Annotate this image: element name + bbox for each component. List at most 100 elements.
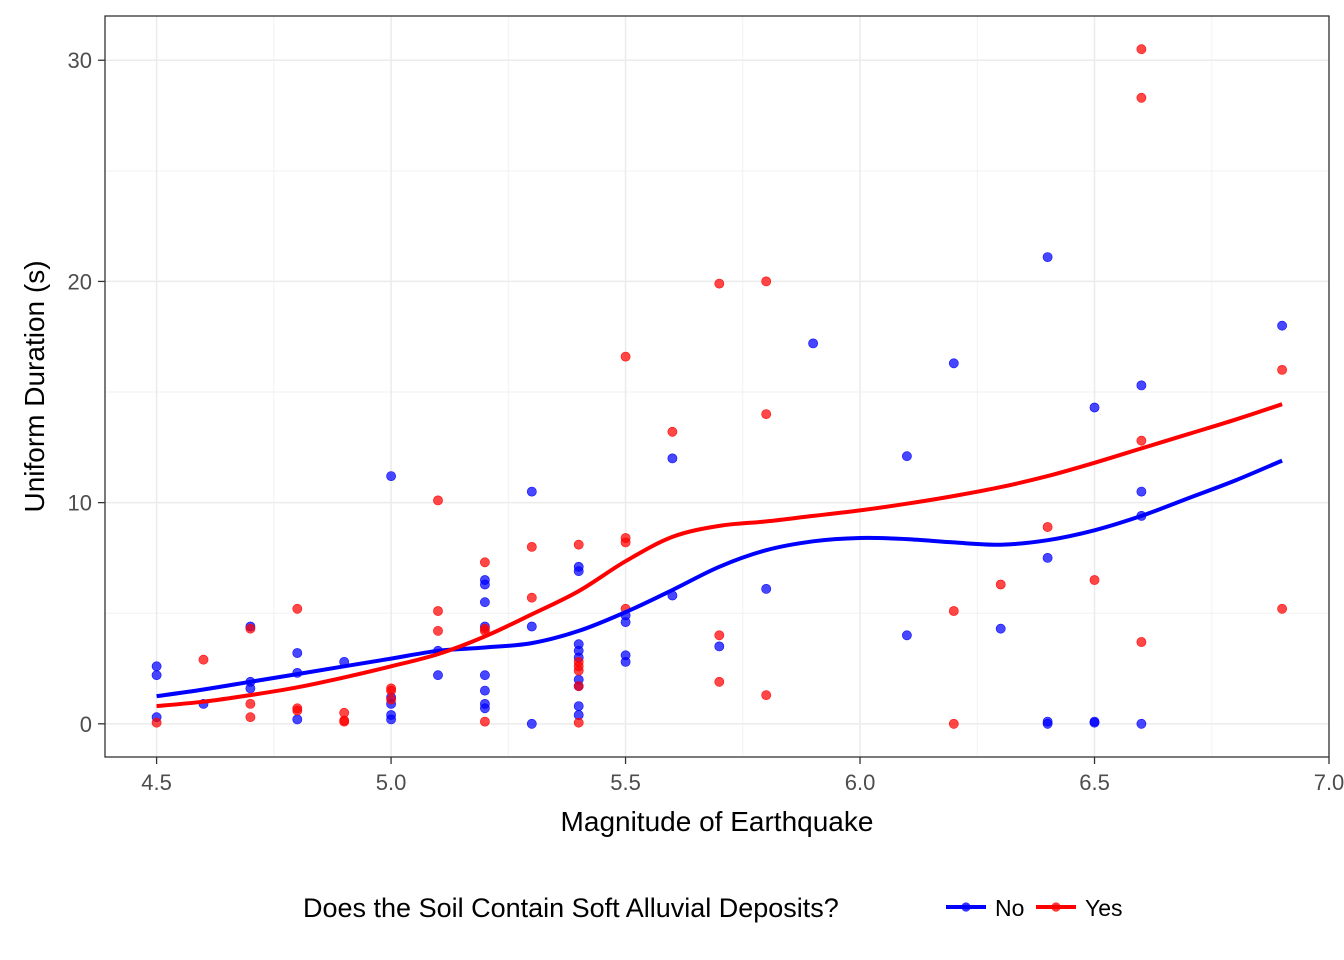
x-tick-label: 5.5 [610,770,641,795]
data-point-no [1136,486,1147,497]
data-point-yes [573,717,584,728]
x-tick-label: 6.5 [1079,770,1110,795]
x-tick-label: 4.5 [141,770,172,795]
data-point-no [292,714,303,725]
grid [105,16,1330,757]
data-point-yes [526,592,537,603]
data-point-no [573,566,584,577]
data-point-yes [292,705,303,716]
data-point-yes [479,716,490,727]
data-point-yes [339,715,350,726]
legend-label-no: No [995,895,1024,921]
data-point-no [479,597,490,608]
data-point-yes [948,606,959,616]
data-point-yes [573,681,584,692]
data-point-no [620,617,631,627]
y-tick-label: 20 [68,269,92,294]
data-point-no [808,338,818,349]
panel-border [104,15,1330,758]
smooth-line-no [156,458,1283,699]
legend-key-point-yes [1051,902,1061,912]
data-point-no [1277,320,1287,331]
data-point-no [479,685,490,696]
data-point-yes [433,626,443,636]
data-point-yes [151,717,162,728]
x-tick-label: 5.0 [376,770,407,795]
data-point-yes [714,278,725,289]
data-point-no [1089,717,1100,728]
data-point-yes [1277,364,1287,375]
data-point-yes [995,579,1006,590]
data-point-yes [1089,575,1100,585]
data-point-yes [1136,92,1147,103]
data-point-yes [1136,637,1147,647]
data-point-yes [198,654,209,665]
axes: 4.5 5.0 5.5 6.0 6.5 7.0 0 10 20 30 [68,48,1344,795]
data-point-no [292,648,303,658]
data-point-yes [245,712,256,723]
data-point-yes [714,630,725,641]
y-tick-label: 30 [68,48,92,73]
data-point-no [1042,252,1053,262]
legend-key-point-no [961,902,971,912]
data-point-no [386,714,396,725]
data-point-yes [761,409,772,419]
data-point-no [714,641,725,652]
y-tick-label: 0 [80,712,92,737]
data-point-no [479,670,490,681]
data-point-yes [573,665,584,676]
data-point-yes [1277,603,1287,614]
data-point-yes [245,623,256,634]
data-point-yes [948,718,959,729]
data-point-yes [386,694,396,705]
data-point-yes [667,426,678,437]
data-point-yes [714,676,725,687]
smooth-line-yes [156,402,1283,709]
data-point-no [667,453,678,464]
data-point-no [245,683,256,694]
smooth-lines [156,402,1283,709]
data-point-no [151,670,162,681]
data-point-yes [1042,522,1053,532]
legend: Does the Soil Contain Soft Alluvial Depo… [303,893,1123,923]
data-point-yes [245,699,256,709]
data-point-yes [620,351,631,362]
data-points [151,44,1287,729]
data-point-no [526,486,537,497]
x-tick-label: 6.0 [845,770,876,795]
data-point-yes [526,542,537,552]
data-point-yes [479,557,490,568]
data-point-yes [292,603,303,614]
data-point-no [1042,718,1053,729]
x-tick-label: 7.0 [1314,770,1344,795]
x-axis-title: Magnitude of Earthquake [561,806,874,837]
data-point-yes [433,495,443,506]
data-point-no [902,630,912,641]
data-point-yes [761,690,772,700]
data-point-no [479,579,490,590]
data-point-no [995,623,1006,634]
data-point-yes [761,276,772,287]
data-point-no [1136,380,1147,391]
data-point-yes [1136,44,1147,55]
y-axis-title: Uniform Duration (s) [19,260,50,512]
legend-keys: No Yes [946,895,1123,921]
data-point-no [761,584,772,594]
legend-title: Does the Soil Contain Soft Alluvial Depo… [303,893,839,923]
data-point-no [479,703,490,714]
data-point-yes [433,606,443,616]
legend-label-yes: Yes [1085,895,1123,921]
data-point-no [573,701,584,711]
data-point-no [1136,718,1147,729]
data-point-no [526,718,537,729]
y-tick-label: 10 [68,491,92,516]
data-point-no [902,451,912,462]
data-point-no [433,670,443,681]
data-point-no [386,471,396,481]
data-point-yes [386,685,396,696]
data-point-no [151,661,162,672]
data-point-no [1089,402,1100,413]
data-point-yes [573,539,584,550]
